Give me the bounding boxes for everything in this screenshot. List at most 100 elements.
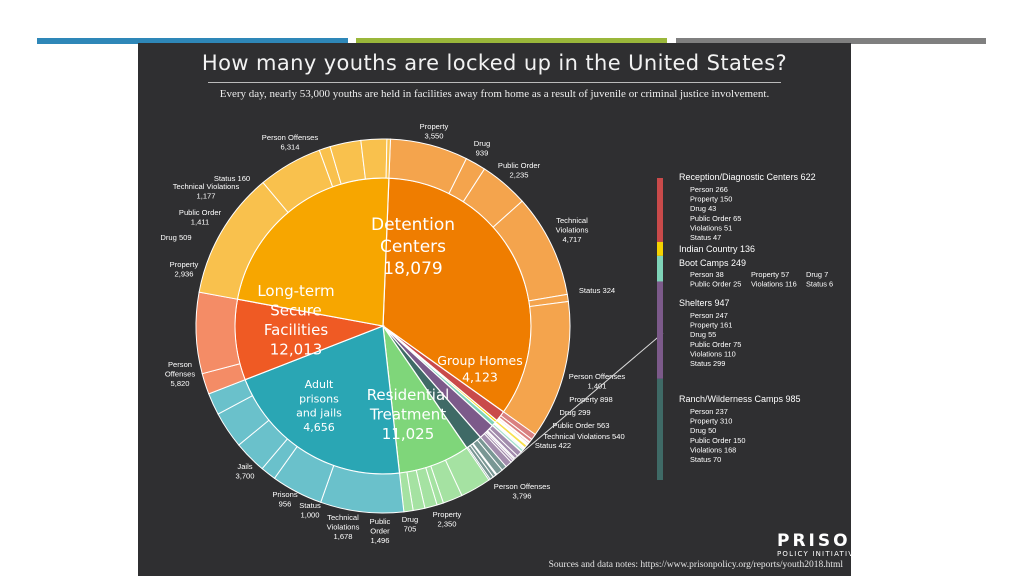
outer-label-adult-prisons-and-jails-prisons-line-2: 956 <box>279 500 292 509</box>
outer-label-detention-centers-technical-violations-line-3: 4,717 <box>562 235 581 244</box>
callout-bar-reception-diagnostic-centers <box>657 178 663 242</box>
outer-label-detention-centers-person-offenses-line-1: Person Offenses <box>262 133 319 142</box>
legend-ranch-heading: Ranch/Wilderness Camps 985 <box>679 394 801 404</box>
label-detention-centers-line-3: 18,079 <box>383 259 442 279</box>
callout-bar-indian-country <box>657 241 663 256</box>
legend-shelters-heading: Shelters 947 <box>679 298 730 308</box>
outer-label-long-term-secure-facilities-status-line-1: Status 160 <box>214 174 250 183</box>
outer-label-adult-prisons-and-jails-jails-line-2: 3,700 <box>235 472 254 481</box>
legend-boot-col2-line-2: Violations 116 <box>751 280 797 289</box>
logo-subtext: POLICY INITIATIVE <box>777 550 860 558</box>
legend-shelters-list-line-2: Property 161 <box>690 321 732 330</box>
outer-label-residential-treatment-person-offenses-line-1: Person Offenses <box>494 482 551 491</box>
legend-shelters-list-line-4: Public Order 75 <box>690 340 741 349</box>
outer-label-long-term-secure-facilities-person-offenses-line-2: Offenses <box>165 370 195 379</box>
legend-reception-list-line-1: Person 266 <box>690 185 728 194</box>
outer-label-long-term-secure-facilities-property-line-1: Property <box>170 260 199 269</box>
legend-reception-list-line-3: Drug 43 <box>690 204 716 213</box>
legend-shelters-list-line-5: Violations 110 <box>690 349 736 358</box>
callout-bar-shelters <box>657 281 663 379</box>
outer-label-group-homes-public-order-line-1: Public Order 563 <box>553 421 610 430</box>
label-group-homes-line-1: Group Homes <box>437 353 522 368</box>
callout-bar-ranch-wilderness-camps <box>657 378 663 480</box>
chart-subtitle: Every day, nearly 53,000 youths are held… <box>219 88 770 100</box>
outer-label-detention-centers-technical-violations-line-2: Violations <box>556 226 589 235</box>
outer-label-group-homes-technical-violations-line-1: Technical Violations 540 <box>543 432 624 441</box>
label-adult-prisons-and-jails-line-3: and jails <box>296 407 342 420</box>
legend-ranch-list-line-4: Public Order 150 <box>690 436 745 445</box>
outer-label-adult-prisons-and-jails-jails-line-1: Jails <box>237 462 252 471</box>
outer-label-detention-centers-drug-line-2: 939 <box>476 149 489 158</box>
accent-bar-blue <box>37 38 348 44</box>
outer-label-detention-centers-property-line-2: 3,550 <box>424 132 443 141</box>
outer-label-group-homes-person-offenses-line-2: 1,401 <box>587 382 606 391</box>
outer-label-detention-centers-public-order-line-2: 2,235 <box>509 171 528 180</box>
legend-indian-heading: Indian Country 136 <box>679 244 755 254</box>
outer-label-residential-treatment-drug-line-2: 705 <box>404 525 417 534</box>
outer-label-residential-treatment-property-line-1: Property <box>433 510 462 519</box>
label-long-term-secure-facilities-line-2: Secure <box>270 302 322 320</box>
label-residential-treatment-line-2: Treatment <box>369 406 446 424</box>
outer-label-long-term-secure-facilities-person-offenses-line-1: Person <box>168 360 192 369</box>
outer-label-group-homes-person-offenses-line-1: Person Offenses <box>569 372 626 381</box>
legend-reception-list-line-5: Violations 51 <box>690 223 732 232</box>
outer-label-detention-centers-status-line-1: Status 324 <box>579 286 615 295</box>
legend-ranch-list-line-5: Violations 168 <box>690 445 736 454</box>
outer-label-detention-centers-person-offenses-line-2: 6,314 <box>280 143 299 152</box>
label-long-term-secure-facilities-line-1: Long-term <box>257 282 334 300</box>
ring-long-term-secure-facilities-technical-violations <box>360 138 388 180</box>
legend-shelters-list-line-6: Status 299 <box>690 359 725 368</box>
outer-label-long-term-secure-facilities-property-line-2: 2,936 <box>174 270 193 279</box>
legend-ranch-list-line-3: Drug 50 <box>690 426 716 435</box>
infographic-panel: Detention Centers 18,079 Group Homes 4,123 Re… <box>138 43 865 576</box>
legend-boot-col3-line-2: Status 6 <box>806 280 833 289</box>
ring-long-term-secure-facilities-status <box>385 138 391 179</box>
label-adult-prisons-and-jails-line-4: 4,656 <box>303 421 335 434</box>
label-long-term-secure-facilities-line-3: Facilities <box>264 321 328 339</box>
logo-wordmark: PRISON <box>777 531 868 551</box>
outer-label-residential-treatment-technical-violations-line-3: 1,678 <box>333 532 352 541</box>
label-residential-treatment-line-3: 11,025 <box>382 425 435 443</box>
label-adult-prisons-and-jails-line-1: Adult <box>305 378 334 391</box>
ring-adult-prisons-and-jails-jails <box>195 291 241 375</box>
outer-label-residential-treatment-status-line-1: Status <box>299 501 321 510</box>
legend-boot-col3-line-1: Drug 7 <box>806 270 828 279</box>
outer-label-detention-centers-drug-line-1: Drug <box>474 139 490 148</box>
outer-label-residential-treatment-property-line-2: 2,350 <box>437 520 456 529</box>
title-underline <box>208 82 781 83</box>
outer-label-detention-centers-property-line-1: Property <box>420 122 449 131</box>
chart-title: How many youths are locked up in the Uni… <box>201 51 788 75</box>
outer-label-group-homes-drug-line-1: Drug 299 <box>559 408 590 417</box>
label-group-homes-line-2: 4,123 <box>462 369 498 384</box>
outer-label-long-term-secure-facilities-person-offenses-line-3: 5,820 <box>170 379 189 388</box>
outer-label-group-homes-property-line-1: Property 898 <box>569 395 612 404</box>
outer-label-detention-centers-public-order-line-1: Public Order <box>498 161 541 170</box>
callout-leader-line <box>513 332 664 460</box>
outer-label-detention-centers-technical-violations-line-1: Technical <box>556 216 588 225</box>
outer-label-residential-treatment-technical-violations-line-1: Technical <box>327 513 359 522</box>
legend-shelters-list-line-1: Person 247 <box>690 311 728 320</box>
outer-label-residential-treatment-public-order-line-3: 1,496 <box>370 536 389 545</box>
legend-ranch-list-line-6: Status 70 <box>690 455 721 464</box>
legend-boot-col1-line-2: Public Order 25 <box>690 280 741 289</box>
outer-label-residential-treatment-technical-violations-line-2: Violations <box>327 523 360 532</box>
outer-label-residential-treatment-status-line-2: 1,000 <box>300 511 319 520</box>
legend-reception-list-line-2: Property 150 <box>690 195 732 204</box>
legend-boot-col1-line-1: Person 38 <box>690 270 724 279</box>
outer-label-long-term-secure-facilities-public-order-line-1: Public Order <box>179 208 222 217</box>
legend-reception-list-line-6: Status 47 <box>690 233 721 242</box>
label-residential-treatment-line-1: Residential <box>367 386 450 404</box>
prison-policy-logo: PRISON POLICY INITIATIVE <box>777 531 868 558</box>
label-adult-prisons-and-jails-line-2: prisons <box>299 392 339 405</box>
legend-boot-col2-line-1: Property 57 <box>751 270 789 279</box>
outer-label-residential-treatment-public-order-line-2: Order <box>370 527 390 536</box>
source-note: Sources and data notes: https://www.pris… <box>548 560 843 570</box>
legend-ranch-list-line-1: Person 237 <box>690 407 728 416</box>
label-detention-centers-line-1: Detention <box>371 215 455 235</box>
outer-label-group-homes-status-line-1: Status 422 <box>535 441 571 450</box>
outer-label-long-term-secure-facilities-technical-violations-line-2: 1,177 <box>196 192 215 201</box>
legend-boot-heading: Boot Camps 249 <box>679 258 746 268</box>
outer-label-long-term-secure-facilities-drug-line-1: Drug 509 <box>160 233 191 242</box>
accent-bar-gray <box>676 38 986 44</box>
